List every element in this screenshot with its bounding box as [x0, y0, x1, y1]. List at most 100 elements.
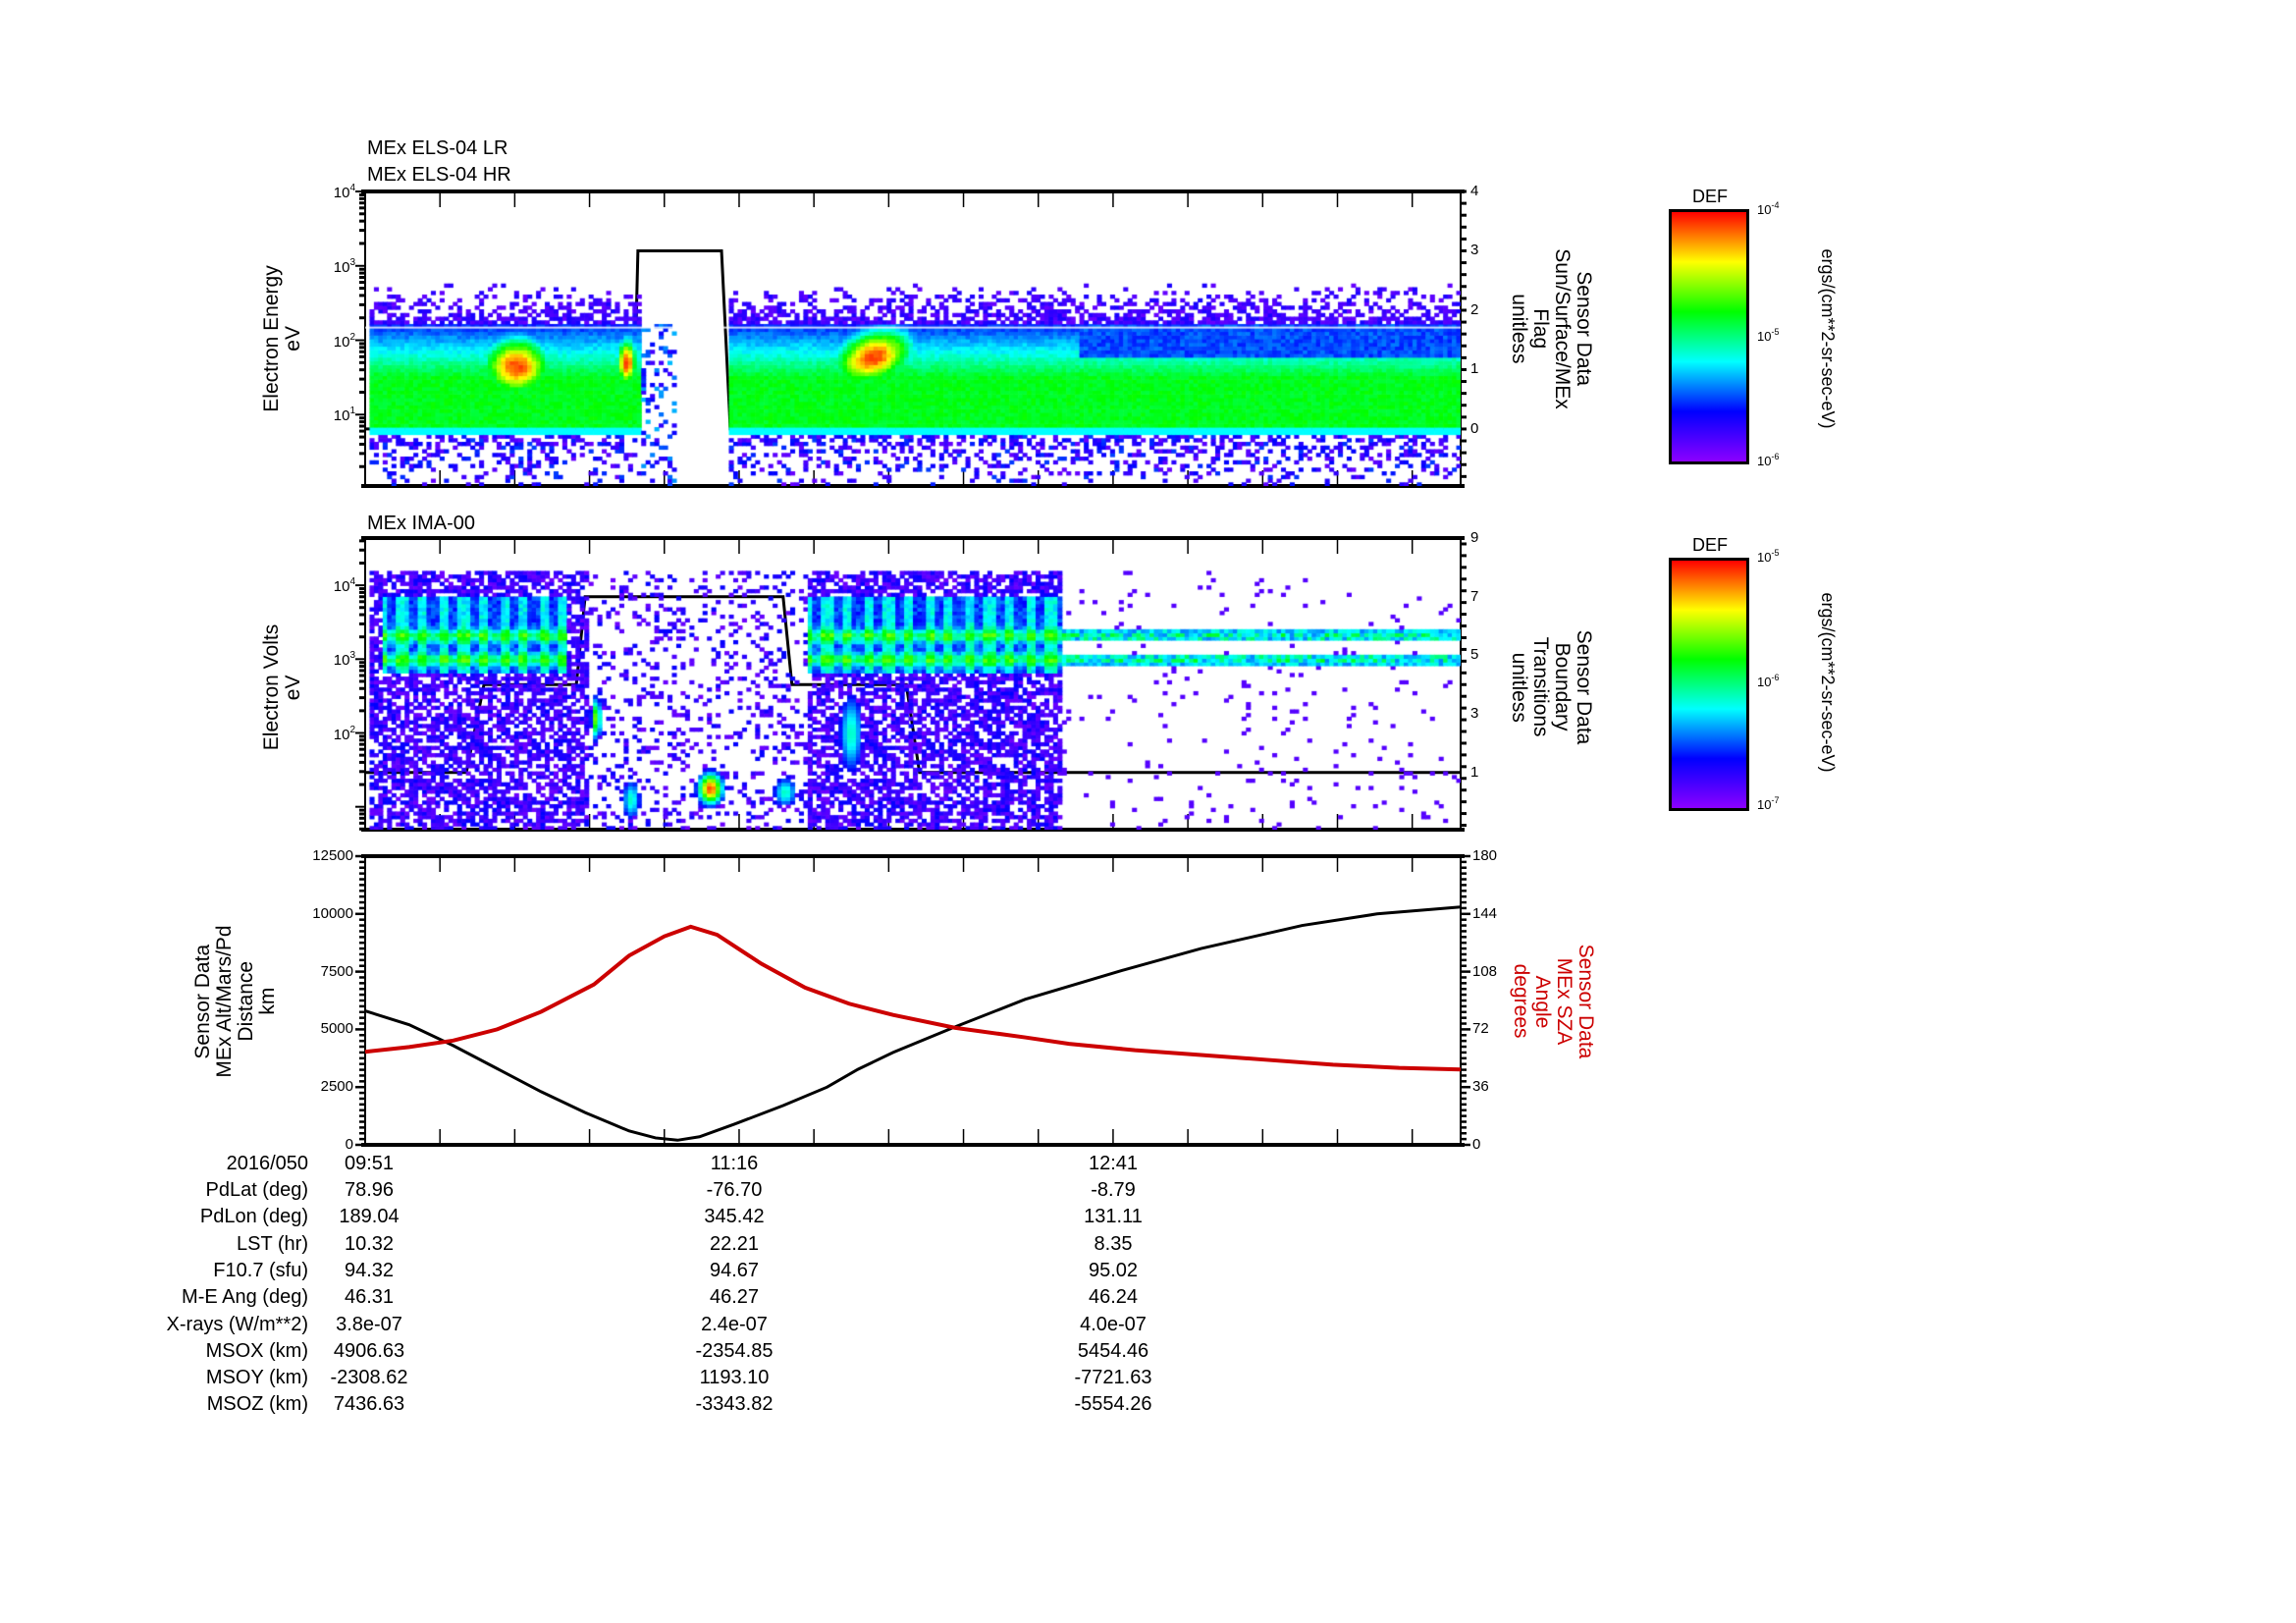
- ima-y-axis-label: Electron Volts eV: [260, 623, 304, 751]
- sza-line: [364, 924, 1462, 1072]
- right-y-tick-label: 0: [1472, 1136, 1481, 1153]
- ephemeris-value: 46.27: [709, 1286, 760, 1309]
- ephemeris-value: -2354.85: [695, 1339, 774, 1362]
- right-y-tick-label: 5: [1470, 646, 1479, 664]
- ephemeris-value: 95.02: [1088, 1259, 1139, 1281]
- ephemeris-value: 94.67: [709, 1259, 760, 1281]
- orbit-y-axis-label: Sensor Data MEx Alt/Mars/Pd Distance km: [191, 925, 279, 1078]
- right-y-tick-label: 7: [1470, 587, 1479, 605]
- colorbar-1: [1669, 209, 1749, 464]
- els-y-axis-label: Electron Energy eV: [260, 265, 304, 412]
- right-y-tick-label: 72: [1472, 1020, 1489, 1038]
- y-tick-label: 5000: [320, 1020, 353, 1038]
- ephemeris-value: 3.8e-07: [336, 1313, 402, 1335]
- ephemeris-value: 10.32: [344, 1232, 395, 1255]
- ephemeris-row: LST (hr) 10.32 22.21 8.35: [0, 1233, 1374, 1259]
- ephemeris-value: 2.4e-07: [701, 1313, 768, 1335]
- ephemeris-value: 4.0e-07: [1080, 1313, 1147, 1335]
- ephemeris-value: -3343.82: [695, 1393, 774, 1416]
- ephemeris-value: 4906.63: [333, 1339, 405, 1362]
- ephemeris-label: F10.7 (sfu): [213, 1259, 308, 1281]
- right-y-tick-label: 3: [1470, 705, 1479, 723]
- ephemeris-value: -2308.62: [330, 1367, 408, 1389]
- ephemeris-label: PdLat (deg): [205, 1179, 308, 1201]
- colorbar-2-unit: ergs/(cm**2-sr-sec-eV): [1818, 592, 1838, 773]
- ephemeris-value: 8.35: [1094, 1232, 1133, 1255]
- ephemeris-value: 5454.46: [1077, 1339, 1149, 1362]
- right-y-tick-label: 144: [1472, 904, 1498, 922]
- ephemeris-value: -76.70: [706, 1179, 763, 1201]
- ephemeris-value: 131.11: [1084, 1206, 1143, 1228]
- ima-title: MEx IMA-00: [367, 513, 476, 534]
- y-tick-label: 10000: [312, 904, 353, 922]
- ephemeris-value: 345.42: [704, 1206, 765, 1228]
- y-tick-label: 103: [333, 256, 355, 276]
- y-tick-label: 103: [333, 650, 355, 670]
- ephemeris-label: MSOX (km): [205, 1339, 308, 1362]
- y-tick-label: 102: [333, 724, 355, 743]
- date-label: 2016/050: [226, 1153, 308, 1174]
- ephemeris-value: 78.96: [344, 1179, 395, 1201]
- y-tick-label: 7500: [320, 962, 353, 980]
- y-tick-label: 101: [333, 406, 355, 425]
- y-tick-label: 2500: [320, 1078, 353, 1096]
- els-lr-title: MEx ELS-04 LR: [367, 137, 508, 159]
- colorbar-1-unit: ergs/(cm**2-sr-sec-eV): [1818, 248, 1838, 429]
- right-y-tick-label: 4: [1470, 183, 1479, 199]
- ephemeris-label: PdLon (deg): [199, 1206, 308, 1228]
- ephemeris-label: LST (hr): [237, 1232, 308, 1255]
- right-y-tick-label: 1: [1470, 360, 1479, 378]
- els-hr-title: MEx ELS-04 HR: [367, 164, 511, 186]
- right-y-tick-label: 36: [1472, 1078, 1489, 1096]
- y-tick-label: 0: [345, 1136, 353, 1153]
- ephemeris-value: 94.32: [344, 1259, 395, 1281]
- ephemeris-value: 46.31: [344, 1286, 395, 1309]
- colorbar-1-tick: 10-6: [1757, 452, 1780, 468]
- colorbar-1-title: DEF: [1692, 187, 1728, 206]
- colorbar-2-tick: 10-5: [1757, 548, 1780, 565]
- ephemeris-value: 7436.63: [333, 1393, 405, 1416]
- right-y-tick-label: 3: [1470, 242, 1479, 259]
- right-y-tick-label: 2: [1470, 300, 1479, 318]
- ephemeris-row: X-rays (W/m**2) 3.8e-07 2.4e-07 4.0e-07: [0, 1314, 1374, 1339]
- y-tick-label: 102: [333, 331, 355, 351]
- colorbar-2-tick: 10-6: [1757, 673, 1780, 689]
- ephemeris-label: X-rays (W/m**2): [166, 1313, 308, 1335]
- time-tick-label: 11:16: [710, 1153, 759, 1174]
- ephemeris-value: 1193.10: [699, 1367, 770, 1389]
- colorbar-2: [1669, 558, 1749, 811]
- els-right-axis-label: Sensor Data Sun/Surface/MEx Flag unitless: [1508, 248, 1595, 409]
- ephemeris-value: 189.04: [339, 1206, 400, 1228]
- ephemeris-value: 22.21: [709, 1232, 760, 1255]
- ima-right-axis-label: Sensor Data Boundary Transitions unitless: [1508, 629, 1595, 745]
- colorbar-2-tick: 10-7: [1757, 795, 1780, 812]
- right-y-tick-label: 0: [1470, 419, 1479, 437]
- right-y-tick-label: 1: [1470, 763, 1479, 781]
- els-spectrogram: [365, 191, 1461, 486]
- right-y-tick-label: 108: [1472, 962, 1498, 980]
- distance-line: [364, 905, 1462, 1142]
- ephemeris-row: PdLat (deg) 78.96 -76.70 -8.79: [0, 1179, 1374, 1205]
- time-tick-label: 09:51: [344, 1153, 395, 1174]
- ephemeris-row: MSOY (km) -2308.62 1193.10 -7721.63: [0, 1367, 1374, 1392]
- ephemeris-value: -8.79: [1091, 1179, 1136, 1201]
- y-tick-label: 104: [333, 576, 355, 596]
- ephemeris-row: F10.7 (sfu) 94.32 94.67 95.02: [0, 1260, 1374, 1285]
- right-y-tick-label: 9: [1470, 529, 1479, 546]
- colorbar-1-tick: 10-5: [1757, 327, 1780, 344]
- ephemeris-value: 46.24: [1088, 1286, 1139, 1309]
- colorbar-1-tick: 10-4: [1757, 200, 1780, 217]
- ephemeris-row: M-E Ang (deg) 46.31 46.27 46.24: [0, 1286, 1374, 1312]
- ephemeris-label: M-E Ang (deg): [182, 1286, 308, 1309]
- ephemeris-row: PdLon (deg) 189.04 345.42 131.11: [0, 1206, 1374, 1231]
- y-tick-label: 12500: [312, 847, 353, 864]
- ima-spectrogram: [365, 538, 1461, 830]
- ephemeris-time-row: 2016/050 09:51 11:16 12:41: [0, 1153, 1374, 1178]
- orbit-right-axis-label: Sensor Data MEx SZA Angle degrees: [1510, 944, 1597, 1059]
- y-tick-label: 104: [333, 183, 355, 201]
- ephemeris-value: -5554.26: [1074, 1393, 1152, 1416]
- time-tick-label: 12:41: [1088, 1153, 1139, 1174]
- ephemeris-row: MSOX (km) 4906.63 -2354.85 5454.46: [0, 1340, 1374, 1366]
- ephemeris-value: -7721.63: [1074, 1367, 1152, 1389]
- ephemeris-label: MSOZ (km): [206, 1393, 308, 1416]
